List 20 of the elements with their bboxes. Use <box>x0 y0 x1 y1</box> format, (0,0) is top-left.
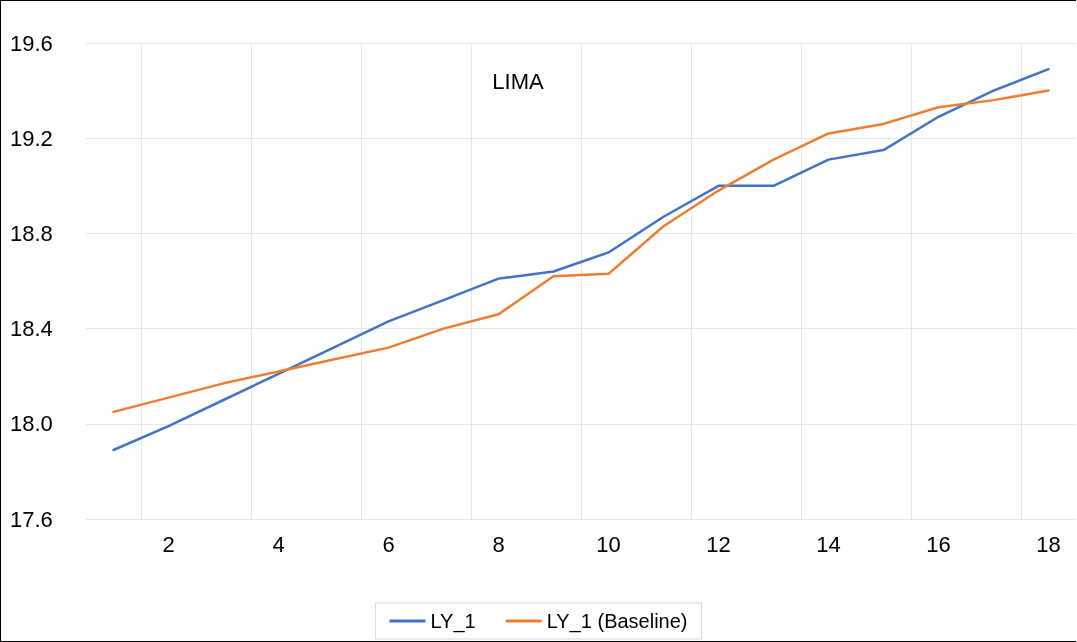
line-series <box>112 89 1050 414</box>
x-tick-label: 18 <box>1036 531 1061 557</box>
text: LIMA <box>492 68 544 94</box>
y-tick-label: 19.6 <box>10 30 53 56</box>
x-tick-label: 2 <box>162 531 175 557</box>
y-tick-label: 18.8 <box>10 220 53 246</box>
x-tick-label: 14 <box>816 531 841 557</box>
x-tick-label: 10 <box>596 531 621 557</box>
y-tick-label: 18.0 <box>10 411 53 437</box>
x-tick-label: 6 <box>382 531 395 557</box>
legend-label: LY_1 <box>430 610 476 633</box>
legend-label: LY_1 (Baseline) <box>546 610 688 633</box>
line-series <box>112 67 1050 452</box>
x-tick-label: 16 <box>926 531 951 557</box>
y-tick-label: 18.4 <box>10 316 53 342</box>
x-tick-label: 12 <box>706 531 731 557</box>
x-tick-label: 8 <box>492 531 505 557</box>
y-tick-label: 17.6 <box>10 506 53 532</box>
y-tick-label: 19.2 <box>10 125 53 151</box>
x-tick-label: 4 <box>272 531 285 557</box>
